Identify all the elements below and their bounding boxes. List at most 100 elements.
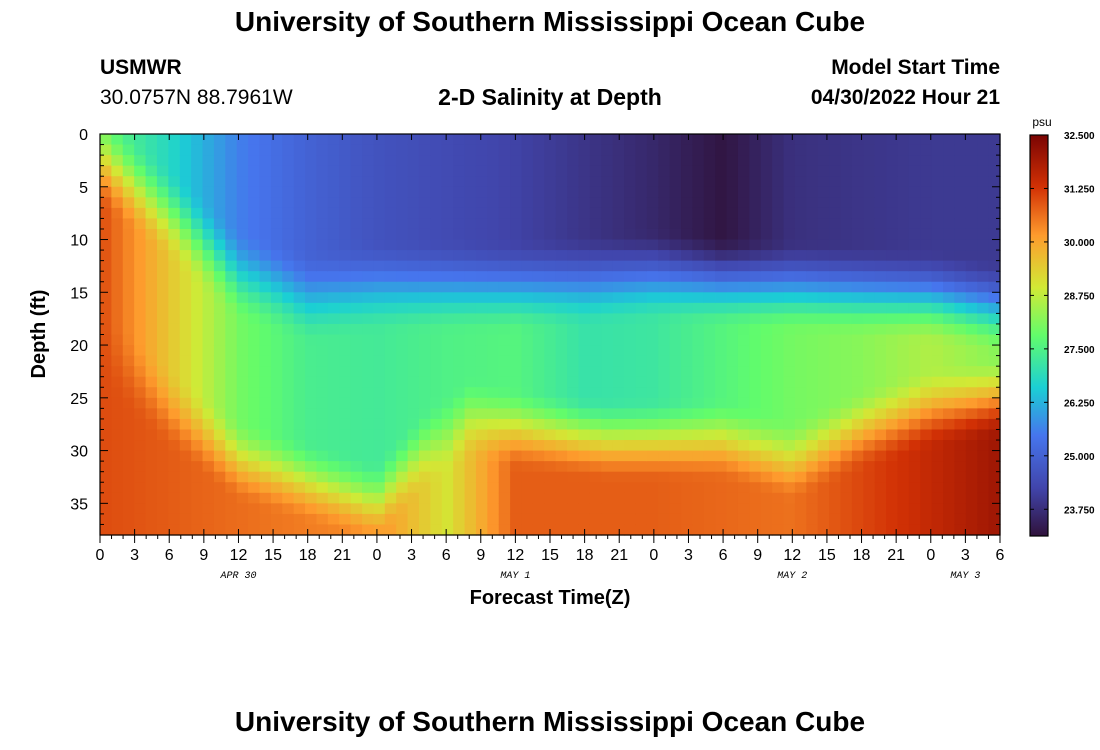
heatmap-cell xyxy=(544,313,557,325)
heatmap-cell xyxy=(943,207,956,220)
heatmap-cell xyxy=(829,345,842,357)
heatmap-cell xyxy=(418,323,431,336)
heatmap-cell xyxy=(726,165,739,177)
heatmap-cell xyxy=(111,176,124,188)
heatmap-cell xyxy=(920,186,933,198)
heatmap-cell xyxy=(692,345,705,357)
heatmap-cell xyxy=(407,482,420,494)
heatmap-cell xyxy=(783,513,796,526)
heatmap-cell xyxy=(863,376,876,388)
heatmap-cell xyxy=(624,418,637,431)
heatmap-cell xyxy=(806,239,819,251)
heatmap-cell xyxy=(988,492,1001,504)
heatmap-cell xyxy=(703,228,716,241)
heatmap-cell xyxy=(156,313,169,325)
heatmap-cell xyxy=(851,418,864,431)
heatmap-cell xyxy=(681,302,693,314)
heatmap-cell xyxy=(863,260,876,272)
heatmap-cell xyxy=(578,429,591,441)
heatmap-cell xyxy=(681,482,693,494)
heatmap-cell xyxy=(122,218,135,230)
heatmap-cell xyxy=(282,482,295,494)
heatmap-cell xyxy=(521,418,534,431)
heatmap-cell xyxy=(339,207,352,220)
heatmap-cell xyxy=(441,513,454,526)
heatmap-cell xyxy=(407,323,420,336)
heatmap-cell xyxy=(555,482,568,494)
heatmap-cell xyxy=(156,323,169,336)
x-tick-label: 15 xyxy=(541,547,559,564)
heatmap-cell xyxy=(213,334,226,346)
heatmap-cell xyxy=(783,134,796,146)
heatmap-cell xyxy=(111,271,124,283)
heatmap-cell xyxy=(874,492,887,504)
heatmap-cell xyxy=(692,376,705,388)
heatmap-cell xyxy=(783,144,796,156)
heatmap-cell xyxy=(111,366,124,378)
heatmap-cell xyxy=(840,471,853,483)
heatmap-cell xyxy=(794,387,807,399)
heatmap-cell xyxy=(646,429,659,441)
heatmap-cell xyxy=(179,461,192,473)
heatmap-cell xyxy=(567,408,580,420)
heatmap-cell xyxy=(669,355,682,367)
heatmap-cell xyxy=(316,524,329,536)
heatmap-cell xyxy=(555,513,568,526)
heatmap-cell xyxy=(954,440,967,452)
heatmap-cell xyxy=(373,376,386,388)
heatmap-cell xyxy=(350,418,363,431)
heatmap-cell xyxy=(202,429,215,441)
heatmap-cell xyxy=(783,345,796,357)
heatmap-cell xyxy=(635,503,648,515)
heatmap-cell xyxy=(669,207,682,220)
heatmap-cell xyxy=(122,524,135,536)
heatmap-cell xyxy=(715,492,728,504)
heatmap-cell xyxy=(817,366,830,378)
heatmap-cell xyxy=(134,239,147,251)
heatmap-cell xyxy=(156,144,169,156)
heatmap-cell xyxy=(692,197,705,209)
heatmap-cell xyxy=(532,313,545,325)
heatmap-cell xyxy=(646,397,659,409)
heatmap-cell xyxy=(806,366,819,378)
heatmap-cell xyxy=(908,302,921,314)
heatmap-cell xyxy=(305,492,318,504)
heatmap-cell xyxy=(339,376,352,388)
heatmap-cell xyxy=(555,281,568,293)
heatmap-cell xyxy=(236,165,249,177)
heatmap-cell xyxy=(259,450,272,462)
heatmap-cell xyxy=(703,239,716,251)
heatmap-cell xyxy=(578,197,591,209)
heatmap-cell xyxy=(248,218,261,230)
heatmap-cell xyxy=(589,186,602,198)
heatmap-cell xyxy=(920,524,933,536)
heatmap-cell xyxy=(225,418,238,431)
heatmap-cell xyxy=(339,239,352,251)
heatmap-cell xyxy=(829,461,842,473)
heatmap-cell xyxy=(817,429,830,441)
heatmap-cell xyxy=(248,450,261,462)
heatmap-cell xyxy=(418,134,431,146)
heatmap-cell xyxy=(453,155,466,167)
heatmap-cell xyxy=(327,271,340,283)
heatmap-cell xyxy=(589,418,602,431)
heatmap-cell xyxy=(111,408,124,420)
heatmap-cell xyxy=(373,292,386,304)
heatmap-cell xyxy=(248,323,261,336)
heatmap-cell xyxy=(213,418,226,431)
heatmap-cell xyxy=(407,165,420,177)
heatmap-cell xyxy=(737,524,750,536)
heatmap-cell xyxy=(669,218,682,230)
heatmap-cell xyxy=(567,134,580,146)
heatmap-cell xyxy=(168,228,181,241)
heatmap-cell xyxy=(692,334,705,346)
heatmap-cell xyxy=(669,271,682,283)
heatmap-cell xyxy=(407,471,420,483)
heatmap-cell xyxy=(840,387,853,399)
heatmap-cell xyxy=(954,376,967,388)
heatmap-cell xyxy=(783,165,796,177)
heatmap-cell xyxy=(555,155,568,167)
heatmap-cell xyxy=(464,355,477,367)
heatmap-cell xyxy=(282,418,295,431)
heatmap-cell xyxy=(384,524,397,536)
